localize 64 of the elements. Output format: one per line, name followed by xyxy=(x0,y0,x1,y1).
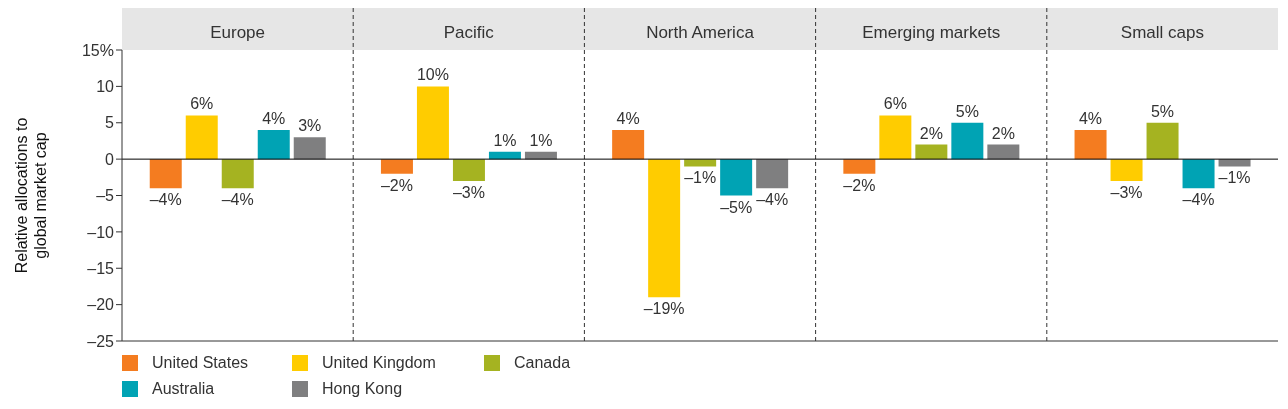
data-label: 10% xyxy=(416,66,449,84)
data-label: –4% xyxy=(149,191,182,209)
data-label: 6% xyxy=(190,95,214,113)
data-label: –3% xyxy=(452,183,485,201)
bar xyxy=(416,86,449,160)
bar xyxy=(879,115,912,160)
bar xyxy=(380,159,413,174)
bar xyxy=(149,159,182,189)
x-tick-label: Small caps xyxy=(1120,23,1204,42)
bar xyxy=(756,159,789,189)
y-tick-label: 0 xyxy=(105,150,115,168)
bar xyxy=(185,115,218,160)
data-label: 6% xyxy=(883,95,907,113)
y-tick-label: 15% xyxy=(81,41,114,59)
y-tick-label: –20 xyxy=(87,296,115,314)
x-tick-label: Pacific xyxy=(443,23,495,42)
data-label: –4% xyxy=(756,191,789,209)
bar xyxy=(221,159,254,189)
y-tick-label: –10 xyxy=(87,223,115,241)
bar xyxy=(452,159,485,181)
data-label: –2% xyxy=(380,176,413,194)
data-label: 3% xyxy=(298,117,322,135)
data-label: –4% xyxy=(221,191,254,209)
x-tick-label: North America xyxy=(646,23,755,42)
bar xyxy=(1146,122,1179,160)
legend-label: Australia xyxy=(152,380,215,398)
data-label: –4% xyxy=(1182,191,1215,209)
legend-label: United States xyxy=(152,354,249,372)
data-label: 1% xyxy=(493,131,517,149)
data-label: –3% xyxy=(1110,183,1143,201)
data-label: 2% xyxy=(991,124,1015,142)
bar xyxy=(951,122,984,160)
data-label: –2% xyxy=(843,176,876,194)
data-label: –1% xyxy=(684,169,717,187)
y-tick-label: –15 xyxy=(87,259,115,277)
data-label: 1% xyxy=(529,131,553,149)
data-label: 5% xyxy=(1150,102,1175,120)
bar xyxy=(612,130,645,160)
data-label: 2% xyxy=(919,124,943,142)
bar xyxy=(648,159,681,298)
legend-label: Canada xyxy=(514,354,571,372)
data-label: –5% xyxy=(720,198,753,216)
bar xyxy=(257,130,290,160)
y-axis-title: Relative allocations to global market cap xyxy=(13,117,49,274)
bar xyxy=(293,137,326,160)
bar xyxy=(1074,130,1107,160)
bar xyxy=(1110,159,1143,181)
legend-label: Hong Kong xyxy=(322,380,403,398)
bar xyxy=(1182,159,1215,189)
data-label: –1% xyxy=(1218,169,1251,187)
bar xyxy=(843,159,876,174)
x-tick-label: Emerging markets xyxy=(862,23,1001,42)
data-label: –19% xyxy=(643,300,685,318)
y-tick-label: –25 xyxy=(87,332,115,350)
y-tick-label: 5 xyxy=(105,114,115,132)
data-label: 4% xyxy=(616,110,640,128)
bar xyxy=(720,159,753,196)
legend-label: United Kingdom xyxy=(322,354,436,372)
data-label: 5% xyxy=(955,102,979,120)
y-tick-label: 10 xyxy=(96,78,115,96)
data-label: 4% xyxy=(262,110,286,128)
y-tick-label: –5 xyxy=(96,187,115,205)
data-label: 4% xyxy=(1078,110,1103,128)
x-tick-label: Europe xyxy=(210,23,266,42)
